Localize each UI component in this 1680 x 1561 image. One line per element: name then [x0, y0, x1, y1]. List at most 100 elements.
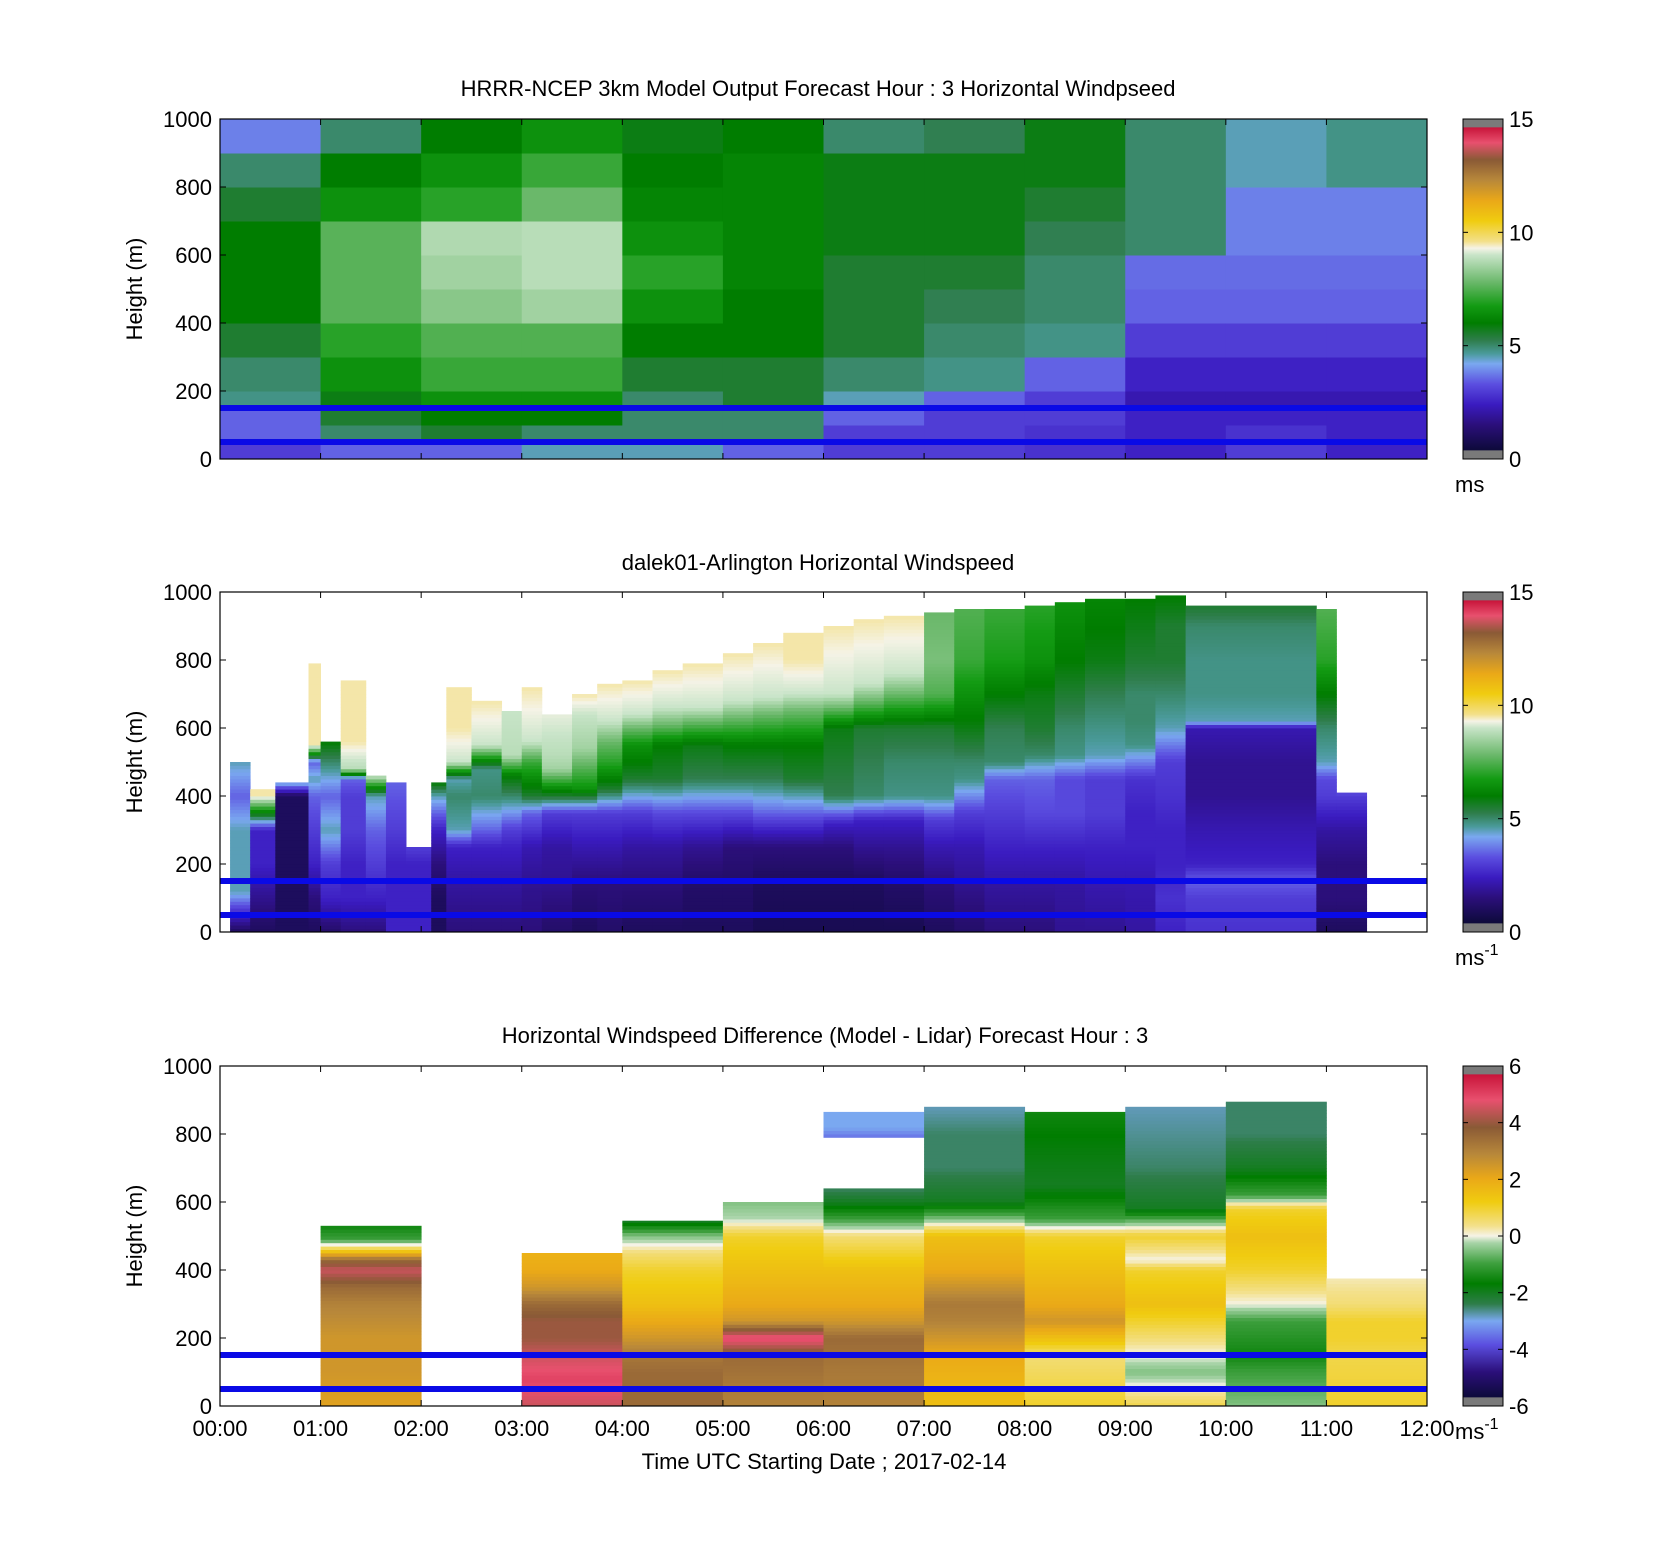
heatmap-cell	[308, 714, 321, 719]
heatmap-cell	[682, 680, 724, 685]
y-tick-label: 1000	[163, 107, 212, 132]
heatmap-cell	[220, 255, 322, 290]
heatmap-cell	[1155, 775, 1186, 780]
heatmap-cell	[1125, 748, 1156, 753]
heatmap-cell	[1085, 765, 1126, 770]
heatmap-cell	[340, 758, 367, 763]
heatmap-cell	[471, 704, 503, 708]
heatmap-cell	[471, 853, 503, 858]
heatmap-cell	[1024, 612, 1056, 617]
heatmap-cell	[1125, 755, 1156, 759]
heatmap-cell	[597, 887, 623, 892]
heatmap-cell	[823, 1314, 925, 1318]
heatmap-cell	[984, 653, 1026, 657]
heatmap-cell	[1125, 408, 1227, 426]
heatmap-cell	[1024, 697, 1056, 702]
heatmap-cell	[521, 908, 543, 912]
heatmap-cell	[1125, 1300, 1227, 1305]
heatmap-cell	[1185, 847, 1317, 851]
heatmap-cell	[1336, 843, 1368, 848]
heatmap-cell	[823, 843, 855, 848]
heatmap-cell	[924, 1344, 1026, 1349]
heatmap-cell	[1155, 830, 1186, 834]
heatmap-cell	[853, 762, 885, 766]
heatmap-cell	[783, 711, 824, 715]
heatmap-cell	[1085, 840, 1126, 844]
heatmap-cell	[1225, 1171, 1327, 1176]
heatmap-cell	[682, 826, 724, 831]
heatmap-cell	[984, 853, 1026, 858]
heatmap-cell	[1185, 762, 1317, 766]
heatmap-cell	[883, 629, 925, 634]
heatmap-cell	[1326, 1382, 1428, 1386]
heatmap-cell	[1024, 632, 1056, 637]
panel-difference: Horizontal Windspeed Difference (Model -…	[122, 1023, 1529, 1444]
heatmap-cell	[250, 908, 276, 912]
heatmap-cell	[385, 894, 407, 899]
heatmap-cell	[365, 898, 387, 902]
heatmap-cell	[622, 1263, 724, 1267]
heatmap-cell	[320, 1338, 422, 1342]
heatmap-cell	[924, 1205, 1026, 1210]
heatmap-cell	[924, 1368, 1026, 1373]
heatmap-cell	[1316, 860, 1337, 865]
heatmap-cell	[984, 785, 1026, 790]
heatmap-cell	[340, 707, 367, 712]
heatmap-cell	[365, 802, 387, 807]
heatmap-cell	[1225, 1304, 1327, 1308]
heatmap-cell	[652, 891, 684, 895]
heatmap-cell	[1185, 728, 1317, 732]
heatmap-cell	[446, 697, 472, 702]
heatmap-cell	[1316, 755, 1337, 759]
heatmap-cell	[954, 816, 985, 821]
heatmap-cell	[501, 782, 523, 787]
heatmap-cell	[385, 857, 407, 861]
heatmap-cell	[250, 850, 276, 855]
heatmap-cell	[1336, 823, 1368, 827]
heatmap-cell	[250, 867, 276, 872]
heatmap-cell	[320, 442, 422, 460]
heatmap-cell	[572, 782, 598, 787]
heatmap-cell	[1024, 1215, 1126, 1220]
heatmap-cell	[823, 758, 855, 763]
heatmap-cell	[883, 707, 925, 712]
heatmap-cell	[823, 898, 855, 902]
heatmap-cell	[954, 670, 985, 674]
heatmap-cell	[501, 796, 523, 800]
heatmap-cell	[753, 768, 784, 773]
heatmap-cell	[597, 765, 623, 770]
heatmap-cell	[1054, 700, 1086, 705]
heatmap-cell	[1125, 1198, 1227, 1203]
heatmap-cell	[652, 741, 684, 746]
heatmap-cell	[1024, 745, 1056, 749]
heatmap-cell	[471, 864, 503, 868]
heatmap-cell	[1125, 629, 1156, 634]
heatmap-cell	[722, 894, 754, 899]
heatmap-cell	[954, 891, 985, 895]
x-tick-label: 12:00	[1399, 1416, 1454, 1441]
heatmap-cell	[572, 741, 598, 746]
heatmap-cell	[320, 1378, 422, 1383]
heatmap-cell	[308, 802, 321, 807]
heatmap-cell	[823, 694, 855, 698]
heatmap-cell	[853, 840, 885, 844]
heatmap-cell	[722, 391, 824, 409]
heatmap-cell	[275, 813, 311, 817]
heatmap-cell	[853, 891, 885, 895]
heatmap-cell	[431, 836, 447, 841]
heatmap-cell	[431, 918, 447, 923]
heatmap-cell	[1326, 1399, 1428, 1403]
heatmap-cell	[1024, 1365, 1126, 1369]
heatmap-cell	[230, 918, 251, 923]
heatmap-cell	[783, 796, 824, 800]
y-tick-label: 1000	[163, 580, 212, 605]
heatmap-cell	[320, 1368, 422, 1373]
heatmap-cell	[722, 1270, 824, 1274]
heatmap-cell	[501, 847, 523, 851]
heatmap-cell	[1024, 1331, 1126, 1335]
heatmap-cell	[521, 442, 623, 460]
heatmap-cell	[1225, 1259, 1327, 1264]
heatmap-cell	[1024, 1239, 1126, 1244]
heatmap-cell	[783, 850, 824, 855]
heatmap-cell	[883, 857, 925, 861]
